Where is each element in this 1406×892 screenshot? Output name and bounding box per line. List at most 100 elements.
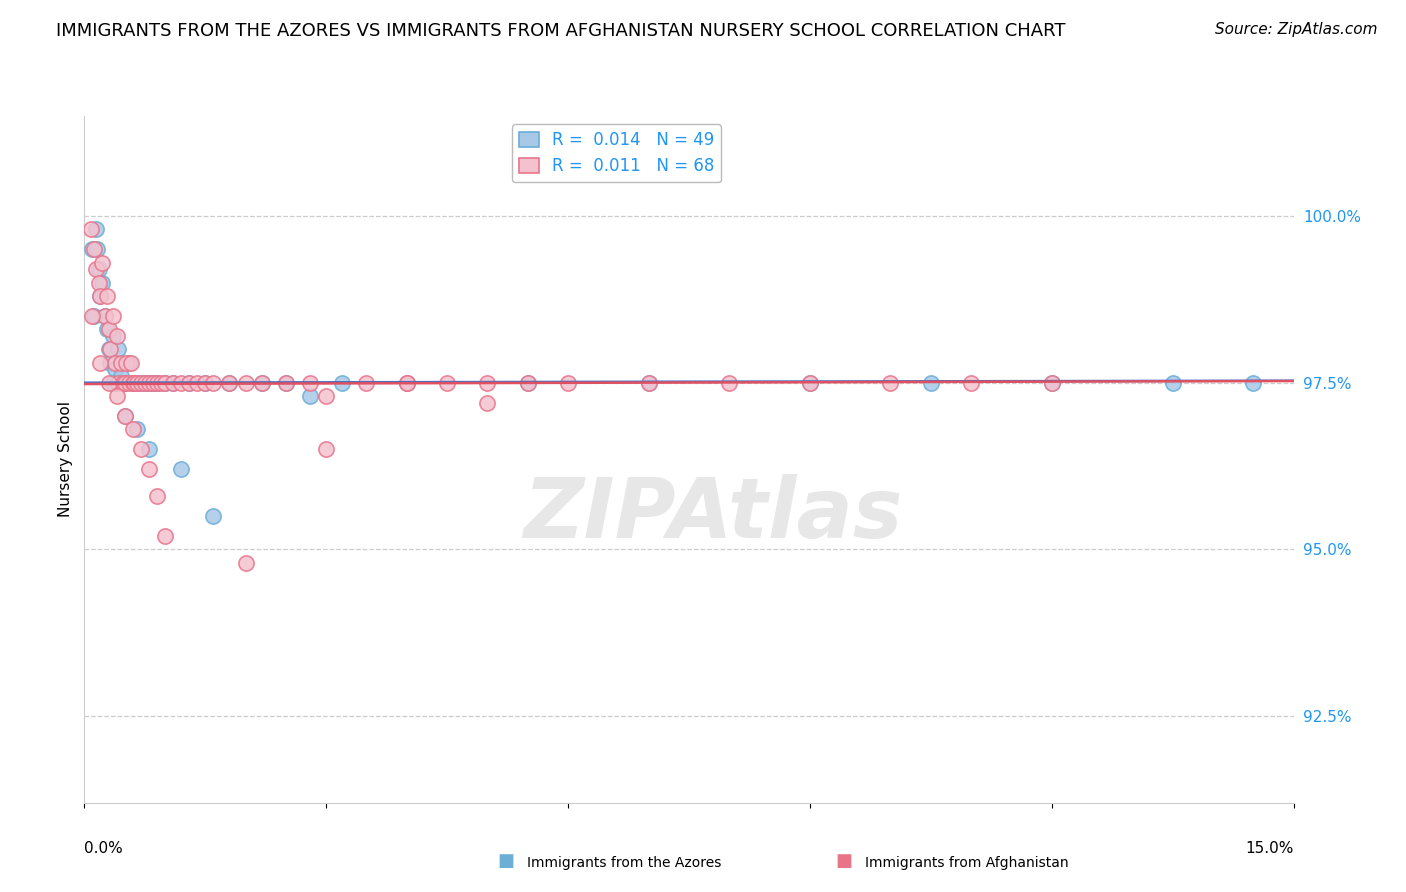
Point [80, 222, 103, 236]
Point [395, 376, 418, 390]
Point [87, 262, 110, 277]
Point [98, 343, 121, 357]
Point [142, 376, 165, 390]
Point [1040, 376, 1063, 390]
Point [91, 255, 114, 269]
Point [1241, 376, 1264, 390]
Point [179, 376, 201, 390]
Point [129, 442, 152, 457]
Point [274, 376, 297, 390]
Point [153, 376, 176, 390]
Point [138, 462, 160, 476]
Point [86, 243, 108, 257]
Point [274, 376, 297, 390]
Point [125, 376, 148, 390]
Point [250, 376, 273, 390]
Point [121, 376, 143, 390]
Text: Source: ZipAtlas.com: Source: ZipAtlas.com [1215, 22, 1378, 37]
Point [97, 343, 120, 357]
Point [115, 356, 138, 370]
Point [153, 376, 176, 390]
Point [799, 376, 821, 390]
Point [170, 462, 193, 476]
Point [129, 376, 152, 390]
Point [114, 376, 136, 390]
Point [146, 376, 169, 390]
Point [138, 376, 160, 390]
Point [124, 376, 146, 390]
Point [83, 309, 105, 323]
Point [121, 376, 143, 390]
Point [142, 376, 165, 390]
Point [125, 376, 148, 390]
Point [879, 376, 901, 390]
Point [89, 289, 111, 303]
Point [101, 329, 124, 343]
Point [104, 362, 127, 376]
Point [134, 376, 156, 390]
Point [395, 376, 418, 390]
Point [83, 243, 105, 257]
Point [114, 409, 136, 423]
Point [129, 376, 152, 390]
Point [395, 376, 418, 390]
Point [194, 376, 217, 390]
Point [557, 376, 579, 390]
Point [97, 376, 120, 390]
Point [105, 329, 128, 343]
Point [718, 376, 741, 390]
Text: ZIPAtlas: ZIPAtlas [523, 474, 903, 555]
Point [146, 376, 169, 390]
Point [146, 489, 169, 503]
Point [186, 376, 208, 390]
Point [202, 376, 225, 390]
Point [118, 356, 141, 370]
Point [104, 356, 127, 370]
Point [516, 376, 538, 390]
Point [138, 442, 160, 457]
Point [87, 276, 110, 290]
Point [477, 395, 499, 409]
Point [89, 356, 111, 370]
Point [86, 262, 108, 277]
Point [97, 322, 120, 336]
Point [105, 376, 128, 390]
Point [436, 376, 458, 390]
Point [1161, 376, 1184, 390]
Point [114, 409, 136, 423]
Point [315, 442, 337, 457]
Point [153, 529, 176, 543]
Text: IMMIGRANTS FROM THE AZORES VS IMMIGRANTS FROM AFGHANISTAN NURSERY SCHOOL CORRELA: IMMIGRANTS FROM THE AZORES VS IMMIGRANTS… [56, 22, 1066, 40]
Point [637, 376, 659, 390]
Point [101, 309, 124, 323]
Y-axis label: Nursery School: Nursery School [58, 401, 73, 517]
Text: Immigrants from Afghanistan: Immigrants from Afghanistan [865, 855, 1069, 870]
Point [125, 422, 148, 436]
Legend: R =  0.014   N = 49, R =  0.011   N = 68: R = 0.014 N = 49, R = 0.011 N = 68 [512, 124, 721, 182]
Point [250, 376, 273, 390]
Point [477, 376, 499, 390]
Text: 0.0%: 0.0% [84, 840, 124, 855]
Point [112, 376, 135, 390]
Text: ■: ■ [835, 852, 852, 870]
Point [637, 376, 659, 390]
Point [799, 376, 821, 390]
Point [118, 376, 141, 390]
Point [299, 376, 322, 390]
Point [134, 376, 156, 390]
Point [105, 389, 128, 403]
Point [179, 376, 201, 390]
Point [170, 376, 193, 390]
Point [162, 376, 184, 390]
Point [91, 276, 114, 290]
Point [235, 376, 257, 390]
Point [330, 376, 353, 390]
Point [112, 376, 135, 390]
Point [138, 376, 160, 390]
Point [218, 376, 240, 390]
Text: ■: ■ [498, 852, 515, 870]
Point [960, 376, 983, 390]
Point [101, 376, 124, 390]
Point [93, 309, 115, 323]
Point [96, 322, 118, 336]
